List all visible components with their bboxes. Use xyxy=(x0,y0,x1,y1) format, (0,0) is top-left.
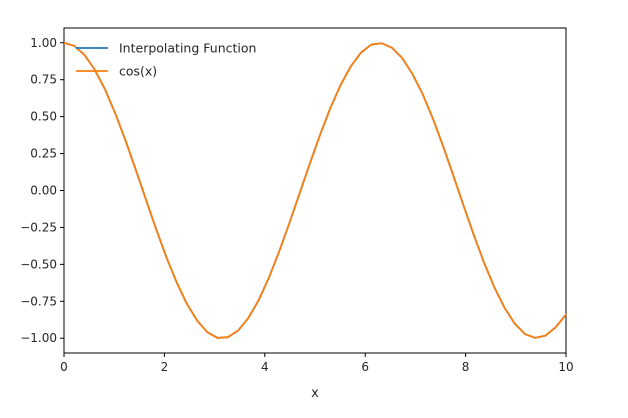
y-tick-label: 0.75 xyxy=(30,73,57,87)
x-tick-label: 0 xyxy=(60,360,68,374)
y-tick-label: 0.50 xyxy=(30,110,57,124)
series-line-2 xyxy=(63,41,567,339)
x-axis-label: x xyxy=(311,386,319,401)
x-tick-label: 2 xyxy=(161,360,169,374)
legend-label: Interpolating Function xyxy=(119,41,256,56)
y-tick-label: 0.00 xyxy=(30,184,57,198)
y-axis: 1.00 0.75 0.50 0.25 0.00 −0.25 −0.50 −0.75 −1.00 xyxy=(20,36,64,345)
legend-label: cos(x) xyxy=(119,64,157,79)
x-tick-label: 8 xyxy=(462,360,470,374)
y-tick-label: −0.75 xyxy=(20,294,57,308)
y-tick-label: 1.00 xyxy=(30,36,57,50)
y-tick-label: 0.25 xyxy=(30,147,57,161)
x-tick-label: 6 xyxy=(361,360,369,374)
y-tick-label: −1.00 xyxy=(20,331,57,345)
legend: Interpolating Function cos(x) xyxy=(76,41,256,79)
series-layer xyxy=(63,41,567,339)
y-tick-label: −0.25 xyxy=(20,220,57,234)
y-tick-label: −0.50 xyxy=(20,257,57,271)
x-tick-label: 4 xyxy=(261,360,269,374)
x-axis: 0 2 4 6 8 10 xyxy=(60,353,574,374)
series-line-1 xyxy=(63,41,567,339)
x-tick-label: 10 xyxy=(558,360,573,374)
